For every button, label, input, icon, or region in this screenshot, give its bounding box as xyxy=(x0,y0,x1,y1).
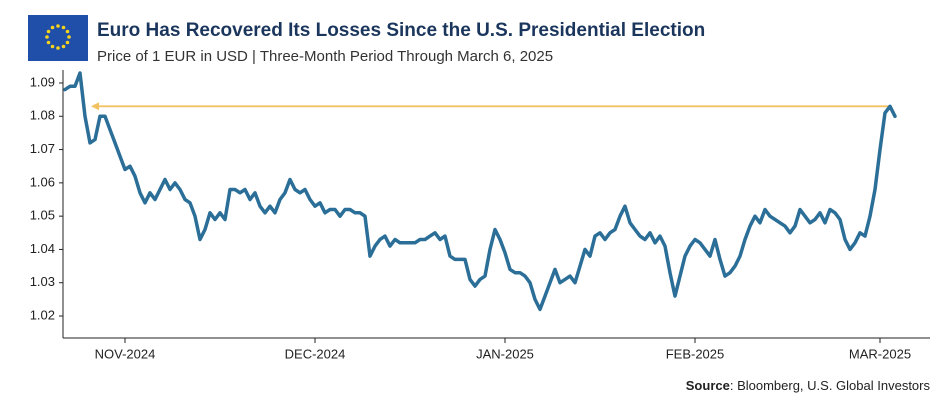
y-tick-label: 1.07 xyxy=(30,141,55,156)
x-tick-label: FEB-2025 xyxy=(666,346,725,361)
y-tick-label: 1.02 xyxy=(30,307,55,322)
source: Source: Bloomberg, U.S. Global Investors xyxy=(686,378,931,393)
chart-subtitle: Price of 1 EUR in USD | Three-Month Peri… xyxy=(97,48,553,65)
y-tick-label: 1.09 xyxy=(30,74,55,89)
y-tick-label: 1.04 xyxy=(30,241,55,256)
y-tick-label: 1.08 xyxy=(30,108,55,123)
source-text: : Bloomberg, U.S. Global Investors xyxy=(730,378,931,393)
y-tick-label: 1.05 xyxy=(30,208,55,223)
x-tick-label: MAR-2025 xyxy=(849,346,911,361)
source-label: Source xyxy=(686,378,730,393)
y-tick-label: 1.03 xyxy=(30,274,55,289)
chart-title: Euro Has Recovered Its Losses Since the … xyxy=(97,20,705,41)
y-tick-label: 1.06 xyxy=(30,174,55,189)
price-line xyxy=(63,71,897,312)
flag-stars xyxy=(45,24,71,50)
x-tick-label: NOV-2024 xyxy=(95,346,156,361)
x-tick-label: DEC-2024 xyxy=(285,346,346,361)
flag-background xyxy=(28,15,88,61)
reference-arrowhead xyxy=(91,102,99,111)
eu-flag-icon xyxy=(28,15,88,61)
x-tick-label: JAN-2025 xyxy=(476,346,534,361)
